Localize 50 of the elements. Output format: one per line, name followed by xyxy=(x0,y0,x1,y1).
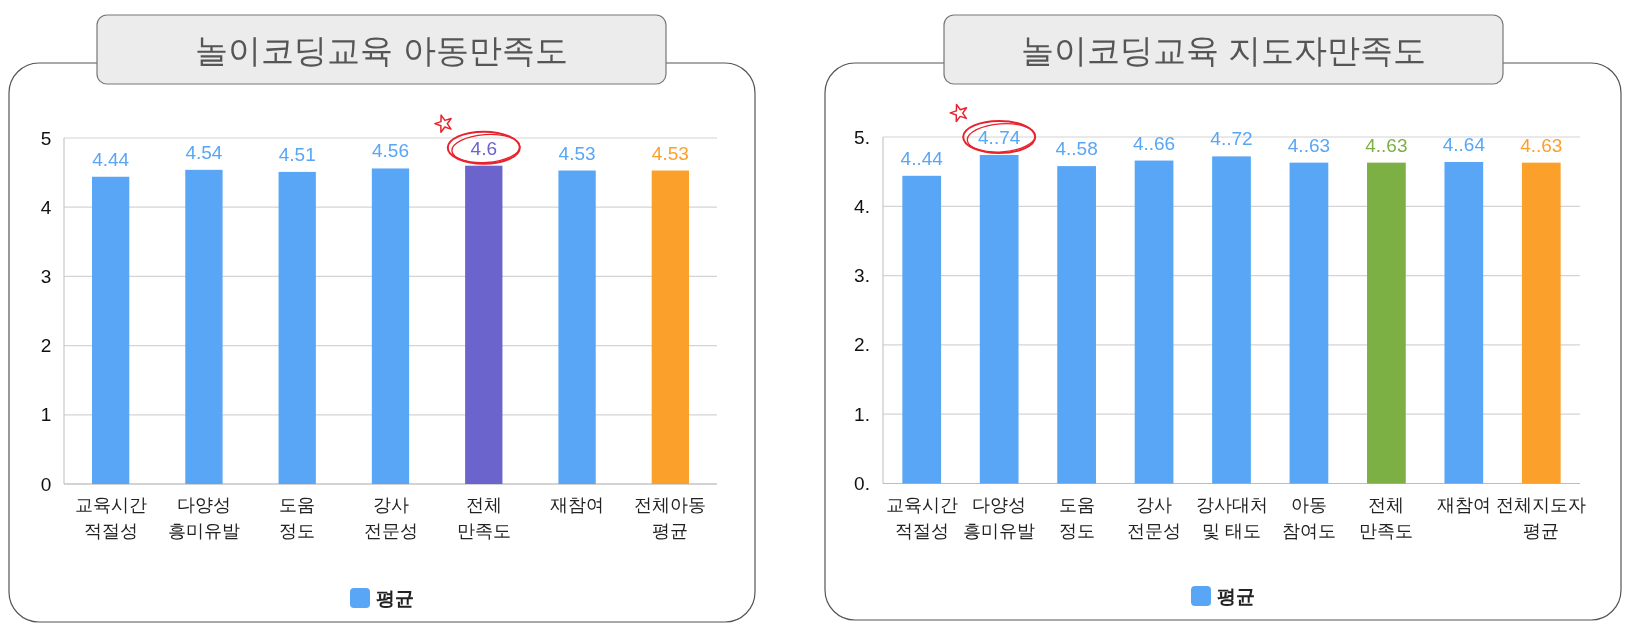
data-label: 4..58 xyxy=(1055,138,1098,160)
x-tick-label: 도움 정도 xyxy=(1058,494,1095,541)
chart-title: 놀이코딩교육 지도자만족도 xyxy=(1020,31,1427,69)
data-label: 4..74 xyxy=(978,127,1021,149)
y-tick-label: 2 xyxy=(40,335,52,357)
data-label: 4.54 xyxy=(185,141,223,163)
legend-label: 평균 xyxy=(376,587,414,609)
x-tick-label: 아동 참여도 xyxy=(1281,494,1336,541)
legend-label: 평균 xyxy=(1217,585,1255,607)
x-tick-label: 교육시간 적절성 xyxy=(74,495,147,541)
x-tick-label: 다양성 흥미유발 xyxy=(963,494,1036,541)
legend: 평균 xyxy=(1191,585,1255,607)
data-label: 4.53 xyxy=(558,142,596,164)
x-tick-label: 강사 전문성 xyxy=(1127,494,1182,541)
data-label: 4..63 xyxy=(1520,134,1563,156)
y-tick-label: 3 xyxy=(40,265,52,287)
x-tick-label: 전체아동 평균 xyxy=(634,495,707,541)
legend: 평균 xyxy=(350,587,414,609)
y-tick-label: 4. xyxy=(854,195,870,217)
data-label: 4.53 xyxy=(651,142,689,164)
y-tick-label: 2. xyxy=(854,334,870,356)
data-label: 4..63 xyxy=(1287,134,1331,156)
data-label: 4..63 xyxy=(1365,134,1408,156)
data-label: 4.44 xyxy=(92,148,130,170)
data-label: 4.51 xyxy=(278,143,316,165)
data-label: 4..66 xyxy=(1132,132,1176,154)
data-label: 4.6 xyxy=(470,137,497,159)
data-label: 4..64 xyxy=(1442,133,1486,155)
y-tick-label: 4 xyxy=(40,196,52,218)
y-tick-label: 5 xyxy=(40,127,52,149)
x-tick-label: 전체 만족도 xyxy=(1359,494,1414,541)
x-tick-label: 재참여 xyxy=(1436,494,1491,515)
y-tick-label: 3. xyxy=(854,265,870,287)
data-label: 4..72 xyxy=(1210,128,1253,150)
x-tick-label: 강사대처 및 태도 xyxy=(1195,494,1268,541)
x-tick-label: 강사 전문성 xyxy=(363,495,418,541)
x-tick-label: 도움 정도 xyxy=(279,495,316,541)
x-tick-label: 전체 만족도 xyxy=(456,495,511,541)
data-label: 4..44 xyxy=(900,147,944,169)
y-tick-label: 0. xyxy=(854,473,870,494)
chart-title: 놀이코딩교육 아동만족도 xyxy=(195,31,568,69)
y-tick-label: 1 xyxy=(40,404,52,426)
data-label: 4.56 xyxy=(372,140,409,162)
y-tick-label: 5. xyxy=(854,126,870,148)
x-tick-label: 전체지도자 평균 xyxy=(1496,494,1587,541)
x-tick-label: 교육시간 적절성 xyxy=(885,494,958,541)
y-tick-label: 0 xyxy=(40,473,52,495)
x-tick-label: 다양성 흥미유발 xyxy=(167,495,240,541)
y-tick-label: 1. xyxy=(854,403,870,425)
x-tick-label: 재참여 xyxy=(550,495,605,515)
